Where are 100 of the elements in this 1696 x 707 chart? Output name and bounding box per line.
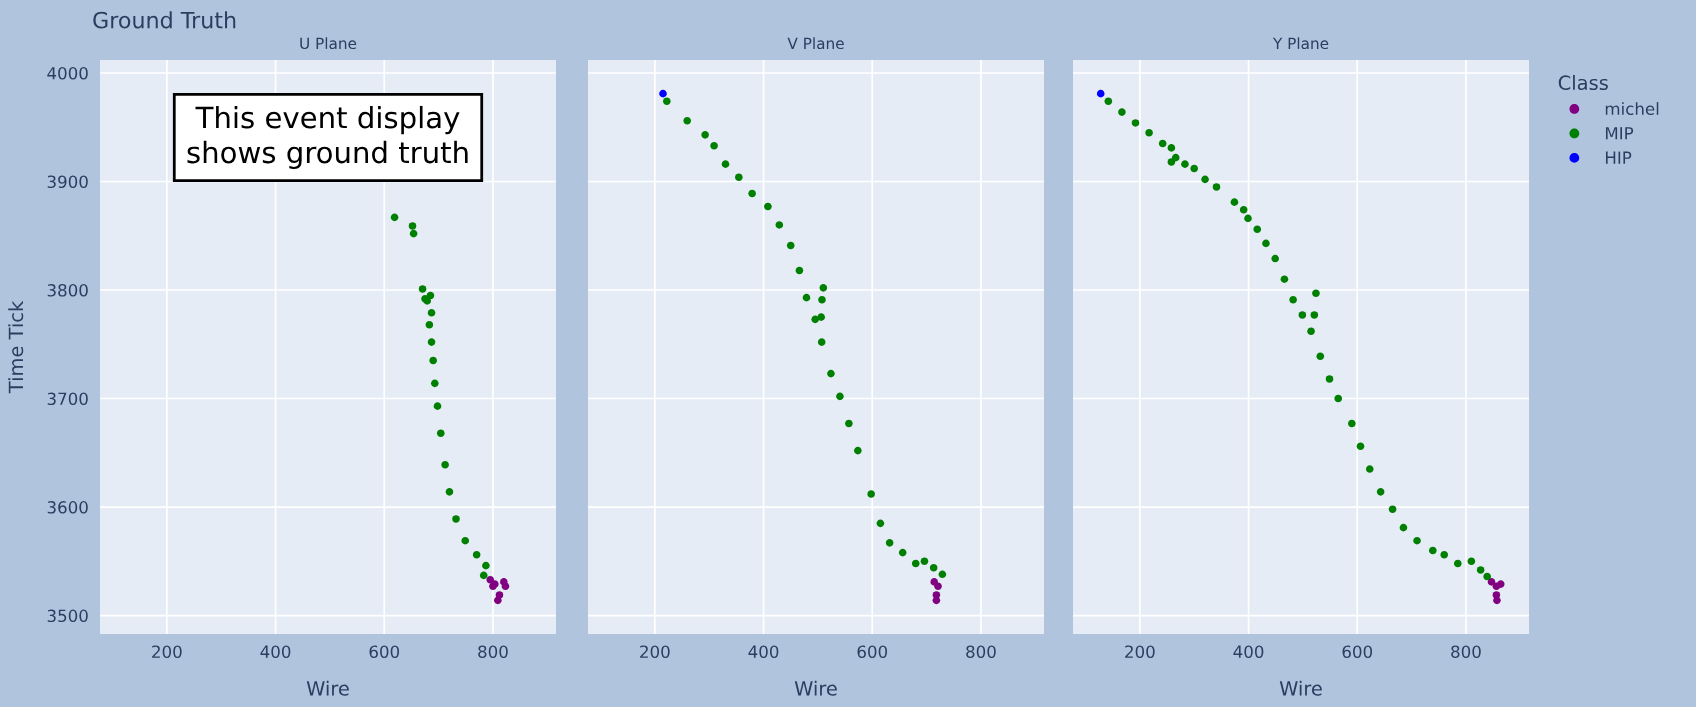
x-tick-label: 200 xyxy=(1125,645,1155,659)
point xyxy=(659,89,667,98)
point xyxy=(802,293,811,302)
point xyxy=(938,570,947,579)
x-axis-title: Wire xyxy=(306,680,349,696)
y-tick-label: 3700 xyxy=(47,392,88,406)
point xyxy=(1131,119,1140,127)
legend-title: Class xyxy=(1558,75,1608,91)
point xyxy=(425,320,434,329)
point xyxy=(1388,505,1397,514)
point xyxy=(390,213,399,222)
point xyxy=(452,515,460,523)
y-tick-label: 3600 xyxy=(47,501,88,514)
point xyxy=(885,539,894,547)
x-tick-label: 400 xyxy=(1233,645,1264,659)
x-tick-label: 200 xyxy=(640,645,670,659)
point xyxy=(818,296,826,304)
point xyxy=(1104,97,1113,106)
point xyxy=(1307,327,1315,336)
point xyxy=(920,557,929,566)
legend-label: HIP xyxy=(1605,151,1632,164)
point xyxy=(1167,144,1176,152)
point xyxy=(836,392,844,401)
point xyxy=(472,550,481,559)
x-axis-title: Wire xyxy=(1279,680,1322,696)
point xyxy=(1262,239,1270,248)
legend-label: MIP xyxy=(1605,127,1634,140)
point xyxy=(929,564,938,572)
point xyxy=(701,131,709,139)
point xyxy=(876,519,885,528)
point xyxy=(1493,596,1501,605)
x-tick-label: 400 xyxy=(260,645,291,659)
y-tick-label: 3500 xyxy=(47,609,88,623)
x-tick-label: 800 xyxy=(478,645,508,659)
point xyxy=(819,284,828,292)
point xyxy=(429,356,437,365)
x-tick-label: 600 xyxy=(857,645,888,659)
point xyxy=(1483,572,1491,581)
point xyxy=(1440,550,1449,559)
point xyxy=(845,419,853,428)
point xyxy=(795,266,804,275)
point xyxy=(1190,164,1199,173)
point xyxy=(427,338,436,346)
point xyxy=(433,402,442,410)
point xyxy=(409,229,418,238)
point xyxy=(817,313,825,321)
point xyxy=(1271,254,1279,263)
point xyxy=(430,379,439,388)
point xyxy=(1239,205,1248,214)
point xyxy=(445,488,454,496)
point xyxy=(867,490,875,498)
point xyxy=(494,596,502,605)
chart-subtitle: Y Plane xyxy=(1272,37,1329,50)
point xyxy=(1298,311,1307,319)
point xyxy=(1230,198,1239,206)
x-tick-label: 800 xyxy=(966,645,996,659)
point xyxy=(1244,214,1252,223)
x-tick-label: 800 xyxy=(1451,645,1481,659)
point xyxy=(1310,311,1319,319)
point xyxy=(441,460,449,469)
point xyxy=(1476,566,1485,574)
annotation: This event display shows ground truth xyxy=(187,105,468,170)
point xyxy=(1118,108,1126,116)
x-tick-label: 600 xyxy=(1342,645,1373,659)
point xyxy=(1181,160,1189,168)
point xyxy=(1413,536,1421,545)
point xyxy=(1289,296,1297,304)
point xyxy=(1334,394,1343,403)
y-tick-label: 3800 xyxy=(47,284,88,297)
point xyxy=(827,369,835,378)
point xyxy=(817,338,826,346)
point xyxy=(1365,465,1374,473)
point xyxy=(1253,225,1262,234)
point xyxy=(1212,183,1221,191)
point xyxy=(1348,419,1356,428)
point xyxy=(775,221,784,229)
point xyxy=(1356,442,1365,451)
point xyxy=(501,582,510,591)
point xyxy=(1145,128,1153,137)
point xyxy=(436,429,445,438)
y-tick-label: 4000 xyxy=(47,66,88,80)
point xyxy=(1496,580,1505,588)
point xyxy=(911,559,920,568)
point xyxy=(479,571,488,580)
point xyxy=(898,548,907,557)
point xyxy=(461,536,470,545)
point xyxy=(1158,139,1167,148)
y-tick-label: 3900 xyxy=(47,175,88,189)
point xyxy=(408,222,417,230)
x-tick-label: 200 xyxy=(152,645,182,659)
chart-title: Ground Truth xyxy=(93,11,236,29)
point xyxy=(764,202,772,211)
point xyxy=(1096,89,1105,98)
point xyxy=(786,241,795,250)
point xyxy=(1487,578,1496,586)
point xyxy=(748,189,756,198)
point xyxy=(1316,352,1325,361)
point xyxy=(1376,488,1385,496)
point xyxy=(427,309,436,317)
point xyxy=(735,173,743,181)
